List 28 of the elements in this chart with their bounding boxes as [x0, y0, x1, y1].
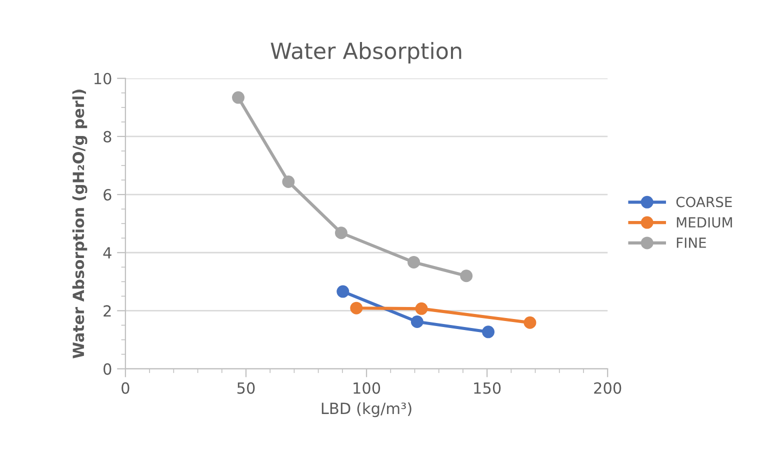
legend-label: FINE: [676, 238, 706, 248]
point: [282, 176, 295, 188]
x-axis-title: LBD (kg/m³): [322, 402, 412, 418]
y-tick-label: 6: [104, 189, 112, 201]
point: [415, 302, 428, 315]
legend-label: MEDIUM: [676, 217, 732, 228]
y-tick-label: 0: [104, 363, 112, 375]
y-axis-title: Water Absorption (gH₂O/g perl): [72, 90, 88, 358]
chart-title: Water Absorption: [270, 42, 462, 64]
point: [336, 285, 350, 298]
point: [334, 226, 348, 240]
point: [482, 326, 495, 338]
x-tick-label: 100: [354, 382, 380, 394]
point: [232, 91, 245, 104]
point: [460, 270, 473, 282]
point: [350, 302, 363, 314]
y-tick-label: 10: [94, 72, 112, 84]
y-tick-label: 4: [103, 247, 112, 258]
legend-label: COARSE: [676, 196, 732, 208]
y-tick-label: 8: [104, 130, 112, 142]
y-tick-label: 2: [104, 305, 111, 317]
x-tick-label: 200: [594, 382, 622, 394]
x-tick-label: 0: [122, 382, 130, 394]
point: [524, 316, 536, 329]
point: [410, 316, 424, 328]
point: [408, 256, 420, 268]
x-tick-label: 50: [237, 382, 255, 394]
x-tick-label: 150: [474, 382, 501, 394]
